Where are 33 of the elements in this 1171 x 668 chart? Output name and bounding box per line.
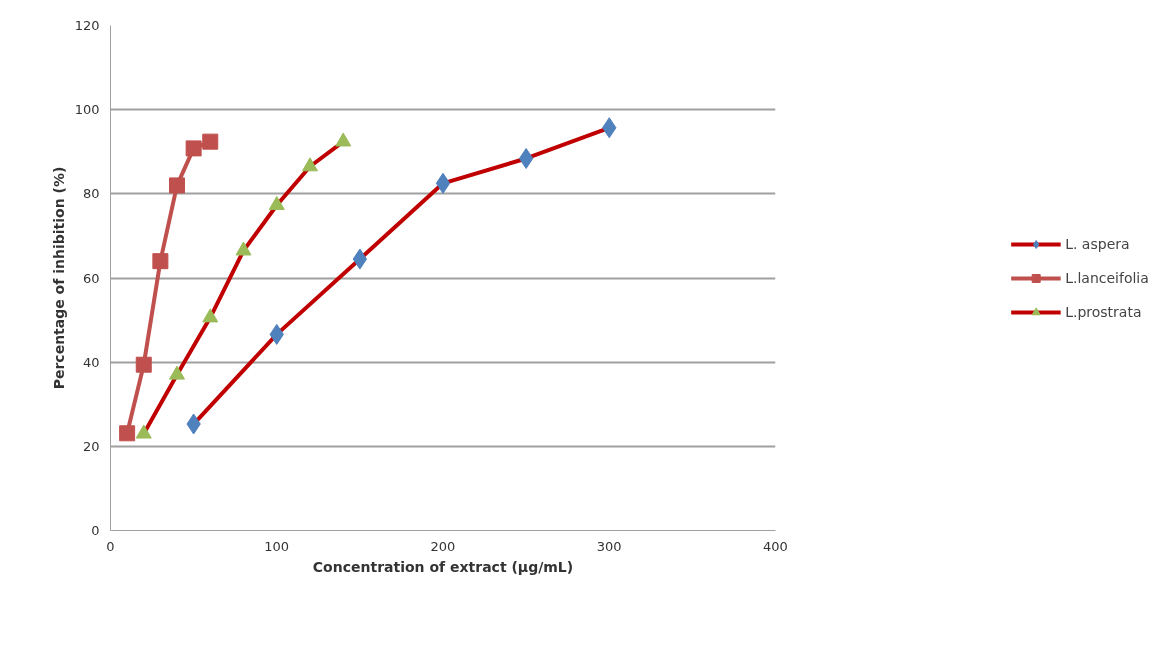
x-tick-label: 200 [430, 538, 456, 554]
point [152, 253, 169, 270]
x-axis-title: Concentration of extract (µg/mL) [312, 558, 574, 575]
x-tick-label: 400 [763, 538, 788, 554]
y-tick-label: 40 [82, 354, 100, 370]
y-tick-label: 120 [74, 18, 100, 33]
point [169, 177, 185, 194]
y-tick-label: 20 [82, 438, 100, 454]
point [268, 196, 285, 211]
y-tick-label: 80 [82, 186, 100, 202]
legend-label: L. aspera [1065, 235, 1130, 252]
point [352, 248, 368, 270]
point [119, 425, 136, 442]
point [435, 172, 451, 194]
point [202, 308, 219, 323]
x-tick-label: 100 [264, 538, 290, 554]
point [335, 132, 352, 147]
y-tick-label: 0 [91, 523, 100, 538]
point [235, 241, 252, 256]
point [185, 140, 202, 157]
point [169, 365, 185, 380]
y-axis-title: Percentage of inhibition (%) [50, 166, 67, 390]
point [135, 424, 152, 439]
point [302, 157, 318, 172]
point [202, 133, 219, 150]
point [518, 147, 534, 169]
legend-label: L.prostrata [1065, 303, 1142, 320]
legend-label: L.lanceifolia [1065, 269, 1149, 286]
x-tick-label: 0 [106, 538, 115, 554]
x-tick-label: 300 [596, 538, 622, 554]
point [135, 356, 152, 373]
y-tick-label: 60 [82, 270, 100, 286]
y-tick-label: 100 [74, 102, 100, 118]
